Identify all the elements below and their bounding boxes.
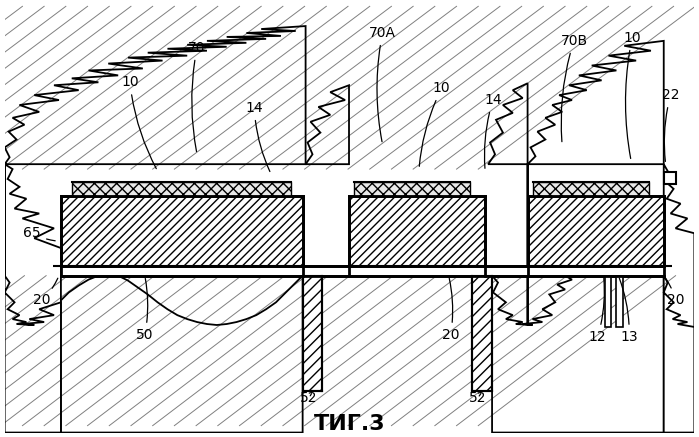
Text: 65: 65 [24,226,55,241]
Polygon shape [528,41,664,433]
Bar [303,276,322,391]
Text: 10: 10 [121,75,157,169]
Text: 13: 13 [619,278,638,344]
Polygon shape [5,26,305,433]
Polygon shape [488,83,528,164]
Text: 70: 70 [188,41,206,152]
Bar [473,276,492,391]
Text: 20: 20 [442,278,459,342]
Bar [533,182,649,196]
Bar [72,182,291,196]
Bar [354,182,470,196]
Text: 52: 52 [300,391,317,405]
Bar [528,196,664,266]
Polygon shape [5,164,61,433]
Bar [605,276,612,327]
Text: ΤИГ.3: ΤИГ.3 [314,414,385,434]
Polygon shape [492,273,664,433]
Text: 20: 20 [665,278,684,307]
Polygon shape [5,276,61,433]
Text: 20: 20 [34,278,58,307]
Text: 22: 22 [662,88,679,161]
Text: 50: 50 [136,278,154,342]
Text: 70A: 70A [369,26,396,142]
Bar [617,276,624,327]
Text: 52: 52 [468,391,486,405]
Text: 10: 10 [624,31,641,159]
Text: 10: 10 [419,81,451,166]
Text: 14: 14 [245,101,270,172]
Text: 70B: 70B [561,34,588,142]
Text: 12: 12 [589,278,607,344]
Bar [61,266,664,276]
Text: 14: 14 [484,93,502,168]
Bar [664,172,675,184]
Bar [349,196,485,266]
Polygon shape [305,85,349,164]
Bar [61,196,303,266]
Polygon shape [664,164,694,433]
Polygon shape [61,274,303,433]
Polygon shape [664,276,694,433]
